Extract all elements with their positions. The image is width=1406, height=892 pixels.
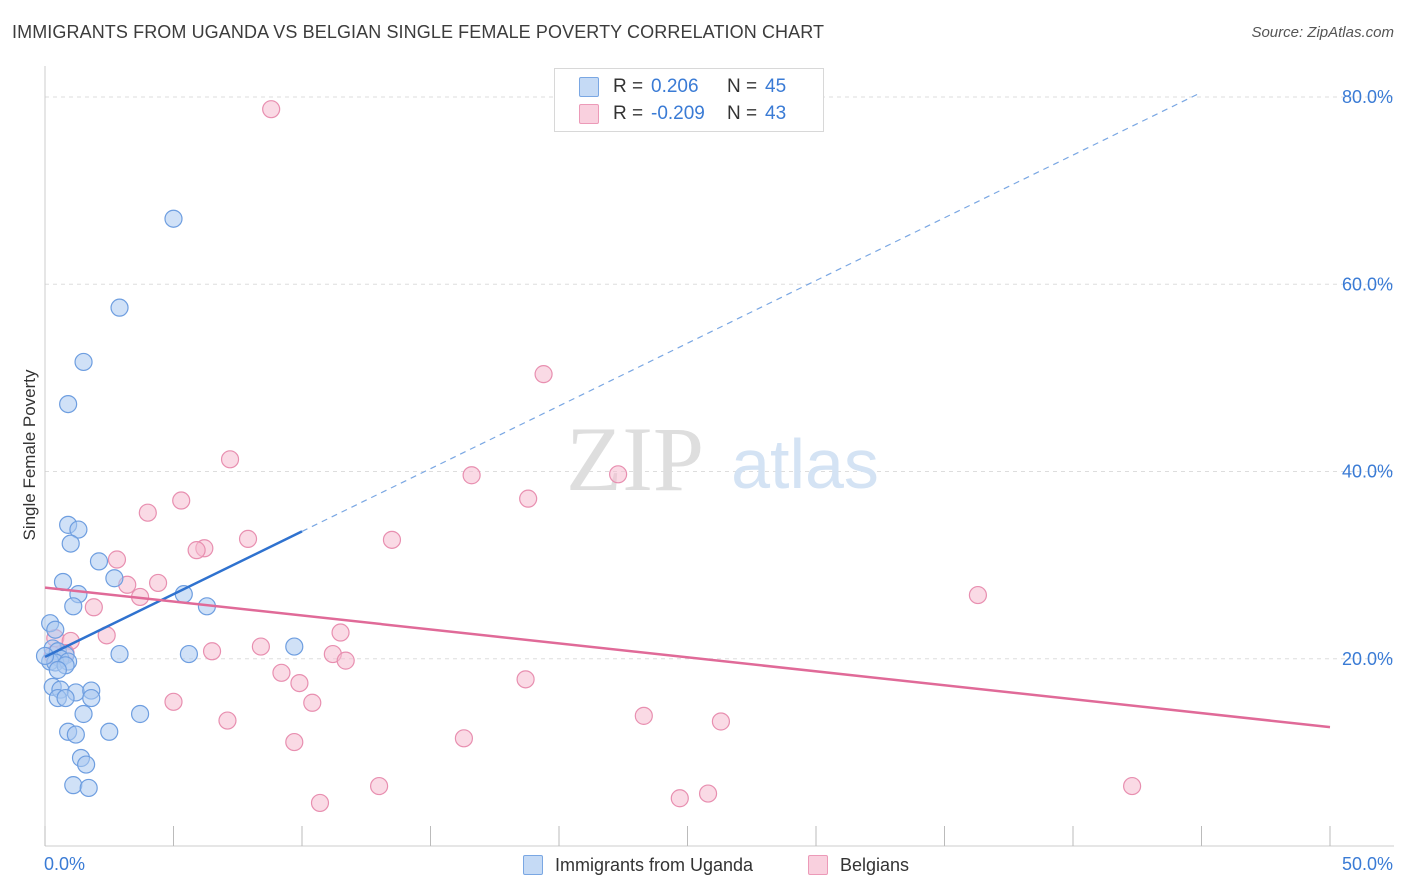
axes	[44, 66, 1394, 847]
belgians-point	[634, 706, 653, 725]
belgians-point	[272, 663, 291, 682]
series-legend: Immigrants from Uganda Belgians	[0, 852, 1406, 878]
belgians-point	[290, 673, 309, 693]
belgians-point	[187, 541, 206, 560]
uganda-points	[35, 209, 304, 798]
belgians-point	[202, 642, 222, 661]
belgians-point	[262, 100, 281, 119]
belgians-point	[148, 573, 168, 593]
stats-legend: R = 0.206 N = 45 R = -0.209 N = 43	[554, 68, 824, 132]
uganda-point	[77, 755, 96, 774]
belgians-point	[534, 365, 553, 384]
belgians-point	[336, 651, 355, 670]
legend-row-uganda: R = 0.206 N = 45	[579, 74, 786, 100]
belgians-point	[310, 793, 330, 813]
belgians-point	[172, 491, 191, 510]
trendlines	[44, 91, 1331, 729]
belgians-point	[698, 784, 718, 803]
legend-label-uganda: Immigrants from Uganda	[555, 854, 754, 875]
r-value: 0.206	[651, 76, 699, 97]
belgians-point	[370, 776, 389, 796]
y-tick-labels: 20.0% 40.0% 60.0% 80.0%	[1342, 87, 1393, 669]
belgians-point	[164, 692, 183, 711]
uganda-point	[82, 688, 101, 708]
y-tick-label: 40.0%	[1342, 462, 1393, 482]
belgians-point	[1123, 776, 1142, 796]
uganda-point	[74, 704, 93, 724]
watermark-zip: ZIP	[566, 408, 704, 510]
uganda-trendline-extension	[301, 91, 1202, 532]
belgians-swatch	[808, 855, 828, 875]
belgians-point	[220, 450, 240, 469]
uganda-point	[110, 298, 129, 317]
belgians-point	[609, 465, 628, 484]
y-tick-label: 20.0%	[1342, 649, 1393, 669]
uganda-swatch	[579, 77, 599, 97]
belgians-point	[138, 503, 157, 522]
legend-item-belgians: Belgians	[808, 852, 909, 878]
r-label: R =	[613, 76, 644, 97]
legend-item-uganda: Immigrants from Uganda	[523, 852, 753, 878]
gridlines	[45, 96, 1394, 660]
uganda-point	[64, 597, 83, 616]
uganda-point	[105, 569, 124, 588]
belgians-point	[218, 711, 237, 730]
n-label: N =	[727, 76, 758, 97]
watermark-atlas: atlas	[731, 425, 879, 503]
belgians-point	[711, 712, 731, 731]
n-label: N =	[727, 103, 758, 124]
uganda-point	[89, 552, 109, 571]
belgians-point	[238, 529, 258, 549]
belgians-point	[107, 550, 127, 569]
legend-label-belgians: Belgians	[840, 854, 910, 875]
uganda-swatch	[523, 855, 543, 875]
uganda-point	[48, 660, 67, 680]
legend-row-belgians: R = -0.209 N = 43	[579, 101, 786, 127]
r-value: -0.209	[651, 103, 705, 124]
uganda-point	[64, 776, 83, 795]
belgians-point	[516, 670, 535, 689]
belgians-point	[285, 732, 304, 752]
belgians-point	[670, 789, 689, 808]
belgians-point	[968, 585, 988, 605]
belgians-point	[382, 530, 402, 549]
r-label: R =	[613, 103, 644, 124]
uganda-point	[164, 209, 183, 228]
uganda-point	[110, 644, 129, 664]
uganda-point	[74, 352, 93, 372]
belgians-point	[331, 623, 350, 642]
y-axis-label: Single Female Poverty	[20, 369, 39, 541]
uganda-point	[56, 688, 75, 708]
belgians-point	[84, 598, 103, 617]
uganda-trendline	[44, 530, 303, 659]
chart-title: IMMIGRANTS FROM UGANDA VS BELGIAN SINGLE…	[12, 22, 825, 42]
uganda-point	[66, 725, 85, 744]
uganda-point	[61, 534, 80, 553]
uganda-point	[46, 620, 65, 639]
n-value: 45	[765, 76, 787, 97]
n-value: 43	[765, 103, 787, 124]
uganda-point	[69, 520, 88, 539]
x-tick-label: 0.0%	[44, 854, 85, 874]
belgians-point	[519, 489, 538, 508]
uganda-point	[130, 704, 150, 724]
watermark: ZIP atlas	[566, 408, 879, 510]
uganda-point	[59, 394, 78, 414]
belgians-point	[251, 637, 270, 656]
belgians-point	[303, 693, 322, 712]
uganda-point	[100, 722, 119, 741]
belgians-point	[462, 466, 481, 485]
belgians-trendline	[44, 586, 1331, 729]
uganda-point	[79, 778, 98, 798]
x-tick-label: 50.0%	[1342, 854, 1393, 874]
uganda-point	[285, 637, 304, 656]
y-tick-label: 60.0%	[1342, 274, 1393, 294]
source-label: Source: ZipAtlas.com	[1251, 24, 1394, 41]
uganda-point	[179, 644, 199, 664]
y-tick-label: 80.0%	[1342, 87, 1393, 107]
belgians-swatch	[579, 104, 599, 124]
belgians-point	[454, 729, 474, 748]
x-tick-labels: 0.0% 50.0%	[44, 854, 1393, 874]
